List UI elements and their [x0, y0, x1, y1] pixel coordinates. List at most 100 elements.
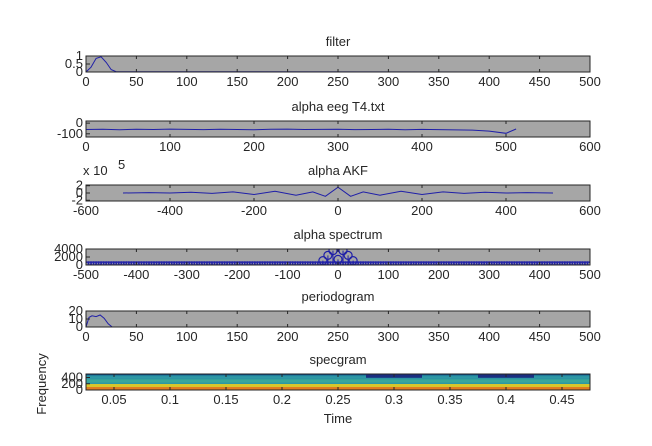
heatmap-cell	[534, 377, 590, 380]
y-tick-label: 200	[61, 376, 83, 391]
heatmap-cell	[310, 382, 367, 385]
axes-background	[86, 185, 590, 201]
y-scale-label: x 10	[83, 163, 108, 178]
heatmap-cell	[198, 380, 255, 382]
series-line	[86, 56, 590, 72]
x-tick-label: 100	[378, 267, 400, 282]
subplot-title: alpha spectrum	[294, 227, 383, 242]
heatmap-cell	[366, 384, 423, 387]
x-tick-label: 100	[176, 329, 198, 344]
x-tick-label: 450	[529, 329, 551, 344]
heatmap-cell	[198, 382, 255, 385]
x-tick-label: 0	[82, 139, 89, 154]
heatmap-cell	[310, 381, 367, 384]
axes-background	[86, 311, 590, 327]
y-tick-label: 0	[76, 382, 83, 397]
heatmap-cell	[310, 377, 367, 380]
x-tick-label: 400	[495, 203, 517, 218]
heatmap-cell	[310, 384, 367, 387]
x-tick-label: -400	[157, 203, 183, 218]
heatmap-cell	[254, 384, 311, 387]
plot-content	[86, 56, 590, 72]
peak-point	[343, 250, 353, 260]
heatmap-cell	[478, 380, 535, 382]
y-tick-label: 4000	[54, 241, 83, 256]
heatmap-cell	[366, 379, 423, 381]
x-tick-label: 500	[579, 329, 601, 344]
x-tick-label: 0.45	[549, 392, 574, 407]
x-tick-label: 300	[327, 139, 349, 154]
heatmap-cell	[366, 381, 423, 384]
heatmap-cell	[478, 382, 535, 385]
heatmap-cell	[534, 379, 590, 381]
x-tick-label: 200	[277, 329, 299, 344]
x-axis-label: Time	[324, 411, 352, 426]
y-tick-label: 2000	[54, 249, 83, 264]
x-tick-label: 300	[378, 329, 400, 344]
x-tick-label: 200	[428, 267, 450, 282]
x-tick-label: 200	[243, 139, 265, 154]
x-tick-label: 50	[129, 74, 143, 89]
plot-content	[86, 128, 517, 134]
y-tick-label: 2	[76, 178, 83, 193]
axes-background	[86, 249, 590, 265]
heatmap-cell	[310, 379, 367, 381]
heatmap-cell	[198, 377, 255, 380]
x-tick-label: 400	[478, 74, 500, 89]
x-tick-label: 300	[378, 74, 400, 89]
y-tick-label: -2	[71, 192, 83, 207]
heatmap-cell	[142, 377, 199, 380]
y-tick-label: 0	[76, 257, 83, 272]
heatmap-cell	[422, 379, 479, 381]
series-line	[86, 128, 517, 134]
x-tick-label: 100	[159, 139, 181, 154]
y-tick-label: 1	[76, 48, 83, 63]
x-tick-label: 0.25	[325, 392, 350, 407]
x-tick-label: 600	[579, 203, 601, 218]
heatmap-cell	[366, 382, 423, 385]
heatmap-cell	[198, 381, 255, 384]
heatmap-cell	[142, 376, 199, 379]
x-tick-label: 100	[176, 74, 198, 89]
axes-background	[86, 56, 590, 72]
heatmap-cell	[142, 379, 199, 381]
heatmap-cell	[198, 376, 255, 379]
x-tick-label: 500	[579, 267, 601, 282]
heatmap-cell	[254, 382, 311, 385]
heatmap-cell	[198, 384, 255, 387]
x-tick-label: 400	[478, 329, 500, 344]
x-tick-label: 250	[327, 74, 349, 89]
heatmap-cell	[254, 379, 311, 381]
y-tick-label: 0.5	[65, 56, 83, 71]
heatmap-cell	[478, 384, 535, 387]
heatmap-cell	[254, 376, 311, 379]
subplot-title: filter	[326, 34, 351, 49]
heatmap-cell	[534, 380, 590, 382]
y-tick-label: 10	[69, 311, 83, 326]
heatmap-cell	[198, 379, 255, 381]
x-tick-label: 200	[411, 203, 433, 218]
x-tick-label: 500	[579, 74, 601, 89]
heatmap-cell	[422, 382, 479, 385]
heatmap-cell	[254, 381, 311, 384]
peak-point	[338, 249, 348, 256]
x-tick-label: 0	[82, 329, 89, 344]
heatmap-cell	[86, 384, 143, 387]
x-tick-label: 300	[478, 267, 500, 282]
heatmap-cell	[422, 376, 479, 379]
plot-content	[86, 314, 590, 327]
heatmap-cell	[534, 381, 590, 384]
x-tick-label: -600	[73, 203, 99, 218]
x-tick-label: 0	[334, 203, 341, 218]
x-tick-label: 400	[411, 139, 433, 154]
x-tick-label: 400	[529, 267, 551, 282]
peak-point	[323, 250, 333, 260]
x-tick-label: 450	[529, 74, 551, 89]
heatmap-cell	[86, 377, 143, 380]
heatmap-cell	[366, 377, 423, 380]
y-axis-label: Frequency	[34, 353, 49, 415]
